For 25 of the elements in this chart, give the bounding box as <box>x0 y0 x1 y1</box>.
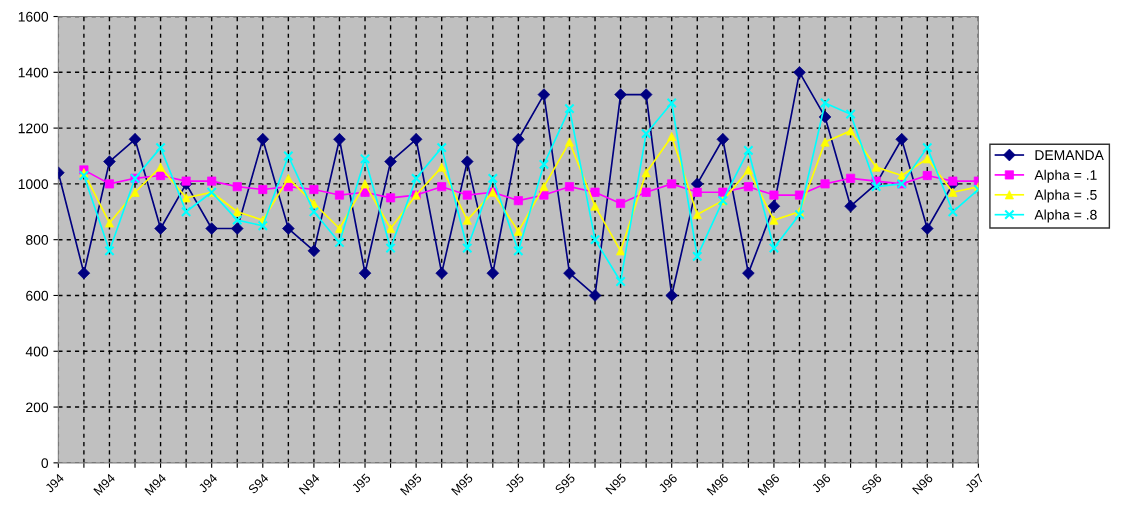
x-tick-label: S96 <box>861 473 883 495</box>
x-tick-label: J95 <box>504 473 525 494</box>
x-tick-label: J96 <box>811 473 832 494</box>
y-tick-label: 1400 <box>18 67 49 78</box>
x-tick-label: J94 <box>197 473 218 494</box>
y-tick-label: 0 <box>41 458 49 469</box>
x-tick-label: S94 <box>247 473 270 495</box>
x-tick-label: N96 <box>912 473 934 495</box>
legend-label: Alpha = .8 <box>1034 209 1097 223</box>
y-tick-label: 1000 <box>18 179 49 190</box>
y-tick-label: 200 <box>26 402 49 413</box>
y-tick-label: 1600 <box>18 11 49 22</box>
y-tick-label: 400 <box>25 346 49 357</box>
x-tick-label: S95 <box>554 473 576 495</box>
legend-label: DEMANDA <box>1035 150 1104 160</box>
y-tick-label: 600 <box>26 290 49 301</box>
x-tick-label: J94 <box>44 473 65 494</box>
legend-label: Alpha = .1 <box>1034 169 1097 183</box>
y-tick-label: 800 <box>26 235 49 245</box>
x-tick-label: J97 <box>964 473 985 494</box>
y-tick-label: 1200 <box>18 123 49 134</box>
legend-label: Alpha = .5 <box>1034 189 1097 203</box>
x-tick-label: N94 <box>298 473 321 495</box>
x-tick-label: J96 <box>657 473 678 494</box>
x-tick-label: J95 <box>351 473 372 494</box>
